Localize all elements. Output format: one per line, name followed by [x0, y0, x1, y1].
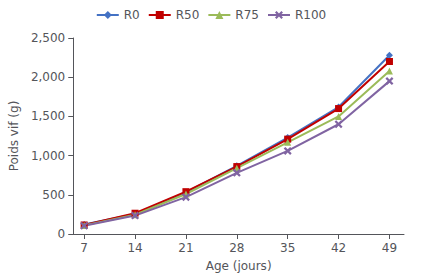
svg-text:14: 14 — [127, 241, 142, 255]
svg-text:42: 42 — [331, 241, 346, 255]
svg-text:R100: R100 — [295, 8, 326, 22]
svg-text:1,500: 1,500 — [31, 109, 65, 123]
svg-text:49: 49 — [382, 241, 397, 255]
svg-text:0: 0 — [58, 227, 66, 241]
svg-text:1,000: 1,000 — [31, 149, 65, 163]
svg-text:Poids vif (g): Poids vif (g) — [7, 101, 21, 172]
svg-text:R0: R0 — [124, 8, 140, 22]
svg-text:35: 35 — [280, 241, 295, 255]
svg-text:7: 7 — [80, 241, 88, 255]
svg-text:R75: R75 — [235, 8, 259, 22]
svg-text:2,500: 2,500 — [31, 31, 65, 45]
svg-text:28: 28 — [229, 241, 244, 255]
svg-text:R50: R50 — [176, 8, 200, 22]
svg-text:21: 21 — [178, 241, 193, 255]
svg-text:2,000: 2,000 — [31, 70, 65, 84]
svg-text:Age (jours): Age (jours) — [206, 259, 272, 273]
svg-text:500: 500 — [42, 188, 65, 202]
